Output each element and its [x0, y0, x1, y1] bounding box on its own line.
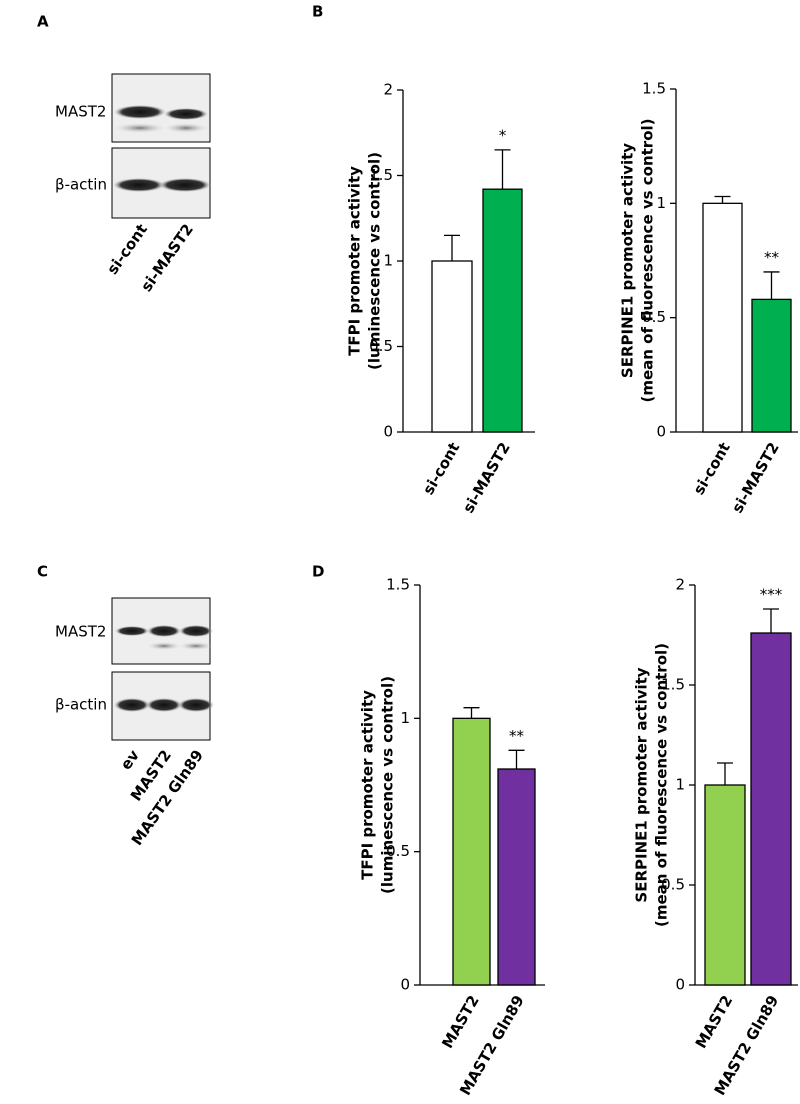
bar [704, 784, 746, 986]
blot-band [179, 625, 213, 637]
blot-band [114, 698, 150, 712]
y-axis-label: (mean of fluorescence vs control) [653, 643, 671, 927]
significance-label: *** [760, 586, 783, 604]
y-axis-label: SERPINE1 promoter activity [633, 667, 651, 902]
x-tick-label: si-cont [690, 439, 734, 498]
y-tick-label: 0 [656, 423, 666, 441]
y-tick-label: 1.5 [386, 576, 410, 594]
error-bar [444, 234, 460, 261]
y-tick-label: 0 [400, 976, 410, 994]
y-tick-label: 2 [675, 576, 685, 594]
bar [751, 298, 792, 433]
y-axis-label: (mean of fluorescence vs control) [639, 118, 657, 402]
y-tick-label: 0.5 [642, 308, 666, 326]
y-tick-label: 0.5 [386, 842, 410, 860]
blot-band [114, 123, 166, 133]
x-tick-label: MAST2 [438, 992, 483, 1051]
bar [702, 202, 743, 433]
y-tick-label: 1 [383, 252, 393, 270]
blot-lane-label: ev [117, 746, 143, 773]
y-tick-label: 0.5 [661, 876, 685, 894]
blot-band [178, 698, 214, 712]
blot-band [179, 642, 213, 650]
x-tick-label: MAST2 [692, 992, 737, 1051]
bar [452, 717, 491, 986]
y-tick-label: 0.5 [369, 337, 393, 355]
blot-band [159, 178, 211, 192]
y-tick-label: 1 [400, 709, 410, 727]
y-axis-label: (luminescence vs control) [366, 152, 384, 370]
x-tick-label: si-MAST2 [728, 439, 783, 516]
blot-band [147, 625, 181, 637]
error-bar [508, 749, 525, 769]
y-axis-label: TFPI promoter activity [359, 690, 377, 880]
blot-row-label: MAST2 [55, 623, 106, 641]
blot-band [164, 108, 208, 120]
x-tick-label: si-cont [419, 439, 463, 498]
blot-row-label: MAST2 [55, 103, 106, 121]
y-axis-label: TFPI promoter activity [346, 166, 364, 356]
blot-band [115, 626, 149, 636]
bar [482, 188, 523, 433]
y-axis-label: (luminescence vs control) [379, 676, 397, 894]
blot-row-label: β-actin [55, 696, 107, 714]
y-tick-label: 2 [383, 81, 393, 99]
bar [750, 632, 792, 986]
error-bar [763, 271, 780, 300]
error-bar [463, 707, 480, 719]
significance-label: ** [509, 727, 525, 745]
bar [431, 260, 473, 433]
blot-band [113, 178, 165, 192]
blot-band [147, 642, 181, 650]
x-tick-label: si-MAST2 [459, 439, 514, 516]
blot-band [146, 698, 182, 712]
y-tick-label: 1.5 [369, 166, 393, 184]
y-tick-label: 0 [383, 423, 393, 441]
y-tick-label: 0 [675, 976, 685, 994]
blot-band [164, 123, 208, 133]
error-bar [714, 195, 731, 204]
significance-label: ** [764, 248, 780, 266]
blot-lane-label: si-cont [103, 221, 151, 278]
error-bar [494, 149, 511, 190]
y-tick-label: 1.5 [661, 676, 685, 694]
panel-letter: C [37, 563, 48, 581]
blot-band [114, 105, 166, 119]
y-tick-label: 1 [675, 776, 685, 794]
panel-letter: A [37, 13, 49, 31]
panel-letter: D [312, 563, 324, 581]
y-tick-label: 1.5 [642, 80, 666, 98]
panel-letter: B [312, 3, 323, 21]
bar [497, 768, 536, 986]
significance-label: * [499, 126, 507, 144]
error-bar [717, 762, 733, 785]
y-axis-label: SERPINE1 promoter activity [619, 143, 637, 378]
blot-row-label: β-actin [55, 176, 107, 194]
y-tick-label: 1 [656, 194, 666, 212]
error-bar [763, 608, 779, 633]
